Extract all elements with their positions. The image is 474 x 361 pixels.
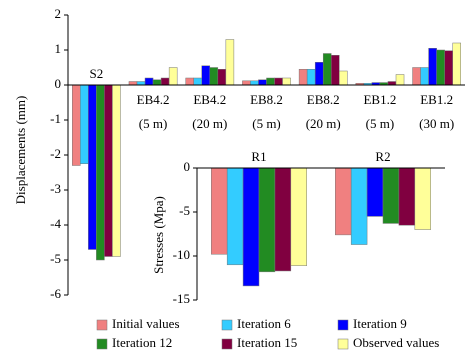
bar — [88, 84, 97, 250]
bar — [339, 70, 348, 86]
legend-label: Iteration 9 — [353, 316, 407, 331]
bar — [398, 167, 416, 226]
bar — [452, 42, 461, 86]
x-tick-label: EB4.2 — [137, 92, 170, 107]
legend-label: Iteration 6 — [237, 316, 291, 331]
y-axis-label: Displacements (mm) — [13, 96, 28, 205]
y-tick-label: -10 — [173, 247, 190, 262]
x-tick-label: EB1.2 — [420, 92, 453, 107]
bar — [144, 77, 154, 86]
x-tick-label: (5 m) — [366, 116, 395, 131]
bar — [274, 167, 292, 272]
bar — [201, 65, 211, 86]
bar — [314, 62, 324, 86]
bar — [96, 84, 105, 261]
y-tick-label: -6 — [50, 286, 61, 301]
x-tick-label: S2 — [89, 66, 103, 81]
bar — [298, 69, 308, 86]
bar — [306, 69, 316, 86]
bar — [282, 77, 291, 86]
x-tick-label: R2 — [375, 149, 390, 164]
x-tick-label: EB8.2 — [307, 92, 340, 107]
bar — [412, 67, 421, 86]
x-tick-label: (20 m) — [192, 116, 227, 131]
x-tick-label: (5 m) — [252, 116, 281, 131]
x-tick-label: EB4.2 — [193, 92, 226, 107]
bar — [444, 50, 453, 86]
bar — [382, 167, 400, 224]
bar — [366, 167, 384, 217]
legend-label: Iteration 12 — [112, 335, 172, 350]
y-tick-label: -5 — [179, 203, 190, 218]
legend-swatch — [96, 338, 108, 350]
y-tick-label: -4 — [50, 216, 61, 231]
bar — [350, 167, 368, 245]
bar — [274, 77, 283, 86]
y-tick-label: 1 — [55, 41, 62, 56]
bar — [414, 167, 431, 230]
legend-swatch — [337, 319, 349, 331]
x-tick-label: (20 m) — [306, 116, 341, 131]
bar — [322, 53, 332, 86]
y-tick-label: -3 — [50, 181, 61, 196]
bar — [104, 84, 113, 257]
bar — [436, 49, 445, 86]
legend-swatch — [96, 319, 108, 331]
x-tick-label: EB1.2 — [363, 92, 396, 107]
bar — [211, 167, 228, 255]
legend-label: Initial values — [112, 316, 180, 331]
legend-label: Observed values — [353, 335, 439, 350]
y-tick-label: 0 — [184, 159, 191, 174]
bar — [428, 48, 437, 86]
bar — [217, 69, 227, 86]
x-tick-label: EB8.2 — [250, 92, 283, 107]
bar — [80, 84, 89, 164]
y-tick-label: 2 — [55, 6, 62, 21]
x-tick-label: (30 m) — [419, 116, 454, 131]
bar — [128, 81, 138, 86]
legend-swatch — [337, 338, 349, 350]
bar — [330, 55, 340, 86]
bar — [266, 77, 275, 86]
x-tick-label: (5 m) — [139, 116, 168, 131]
y-tick-label: -5 — [50, 251, 61, 266]
bar — [226, 167, 244, 266]
y-tick-label: 0 — [55, 76, 62, 91]
bar — [136, 81, 146, 86]
bar — [152, 79, 162, 86]
y-tick-label: -1 — [50, 111, 61, 126]
bar — [72, 84, 81, 166]
bar — [242, 167, 260, 287]
bar — [185, 77, 194, 86]
bar — [290, 167, 307, 266]
bar — [420, 67, 429, 86]
y-axis-label: Stresses (Mpa) — [151, 196, 166, 274]
legend-label: Iteration 15 — [237, 335, 297, 350]
bar — [395, 74, 405, 86]
bar — [112, 84, 121, 257]
bar — [193, 77, 203, 86]
legend-swatch — [221, 338, 233, 350]
x-tick-label: R1 — [251, 149, 266, 164]
bar — [225, 39, 235, 86]
bar — [168, 67, 178, 86]
y-tick-label: -15 — [173, 291, 190, 306]
bar — [160, 77, 170, 86]
bar — [387, 81, 397, 86]
bar — [335, 167, 352, 236]
bar — [258, 167, 276, 273]
y-tick-label: -2 — [50, 146, 61, 161]
bar — [250, 80, 259, 86]
bar — [258, 79, 267, 86]
bar — [209, 67, 219, 86]
legend-swatch — [221, 319, 233, 331]
bar — [242, 80, 251, 86]
